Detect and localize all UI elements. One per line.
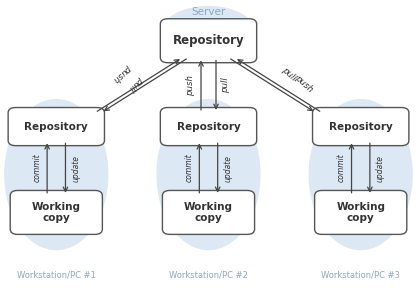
Text: Workstation/PC #2: Workstation/PC #2 (169, 270, 248, 279)
Text: Repository: Repository (329, 122, 392, 132)
FancyBboxPatch shape (160, 19, 256, 63)
Text: push: push (111, 63, 133, 84)
Text: Repository: Repository (173, 34, 244, 47)
Ellipse shape (309, 99, 413, 250)
Text: Working
copy: Working copy (336, 202, 385, 223)
FancyBboxPatch shape (160, 108, 256, 146)
Text: commit: commit (32, 154, 41, 182)
Text: update: update (224, 155, 233, 182)
Text: commit: commit (337, 154, 346, 182)
Text: push: push (186, 74, 196, 96)
Text: Workstation/PC #3: Workstation/PC #3 (321, 270, 400, 279)
FancyBboxPatch shape (10, 190, 103, 235)
Text: Repository: Repository (25, 122, 88, 132)
Text: Working
copy: Working copy (184, 202, 233, 223)
Text: pull: pull (280, 65, 298, 82)
Ellipse shape (4, 99, 108, 250)
Ellipse shape (161, 6, 256, 61)
Text: Repository: Repository (177, 122, 240, 132)
Text: commit: commit (184, 154, 193, 182)
FancyBboxPatch shape (314, 190, 407, 235)
Text: pull: pull (128, 75, 146, 92)
FancyBboxPatch shape (313, 108, 409, 146)
Text: push: push (293, 73, 314, 94)
Text: pull: pull (221, 77, 231, 93)
Text: Server: Server (191, 7, 226, 17)
Text: Working
copy: Working copy (32, 202, 81, 223)
FancyBboxPatch shape (162, 190, 254, 235)
FancyBboxPatch shape (8, 108, 104, 146)
Text: Workstation/PC #1: Workstation/PC #1 (17, 270, 96, 279)
Ellipse shape (156, 99, 261, 250)
Text: update: update (376, 155, 385, 182)
Text: update: update (71, 155, 80, 182)
